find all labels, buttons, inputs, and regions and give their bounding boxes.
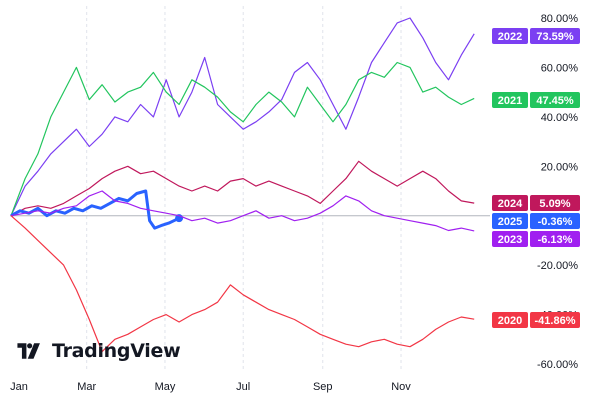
series-line-2022[interactable] bbox=[10, 17, 475, 216]
series-value-label-box bbox=[530, 312, 580, 328]
series-line-2025[interactable] bbox=[10, 189, 180, 230]
tradingview-logo-icon bbox=[17, 343, 40, 359]
series-name-label: 2020 bbox=[498, 315, 522, 327]
x-tick-label: Nov bbox=[391, 381, 411, 393]
y-tick-label: 40.00% bbox=[541, 112, 579, 124]
value-tag-2024: 2024 5.09% bbox=[492, 195, 580, 211]
series-name-label: 2023 bbox=[498, 234, 522, 246]
value-tag-2020: 2020 -41.86% bbox=[492, 312, 580, 328]
series-value-label: -6.13% bbox=[538, 234, 573, 246]
series-name-label-box bbox=[492, 231, 528, 247]
series-name-label-box bbox=[492, 312, 528, 328]
value-tag-2023: 2023 -6.13% bbox=[492, 231, 580, 247]
series-value-label-box bbox=[530, 213, 580, 229]
series-value-label: 73.59% bbox=[536, 31, 574, 43]
series-value-label-box bbox=[530, 92, 580, 108]
y-tick-label: -20.00% bbox=[537, 260, 578, 272]
series-lines bbox=[10, 17, 475, 353]
series-name-label: 2022 bbox=[498, 31, 522, 43]
series-name-label-box bbox=[492, 195, 528, 211]
x-tick-label: Jul bbox=[236, 381, 250, 393]
y-tick-label: 80.00% bbox=[541, 13, 579, 25]
series-name-label: 2025 bbox=[498, 216, 522, 228]
series-value-label-box bbox=[530, 195, 580, 211]
x-tick-label: Mar bbox=[77, 381, 96, 393]
y-tick-label: 20.00% bbox=[541, 161, 579, 173]
series-line-2024[interactable] bbox=[10, 160, 475, 217]
series-value-label: -0.36% bbox=[538, 216, 573, 228]
logo-text: TradingView bbox=[52, 340, 181, 362]
series-value-label: 47.45% bbox=[536, 95, 574, 107]
series-line-2023[interactable] bbox=[10, 190, 475, 232]
series-line-2020[interactable] bbox=[10, 215, 475, 353]
series-line-2021[interactable] bbox=[10, 61, 475, 216]
chart-grid bbox=[86, 6, 402, 372]
series-name-label-box bbox=[492, 213, 528, 229]
series-name-label-box bbox=[492, 92, 528, 108]
series-value-label: -41.86% bbox=[535, 315, 576, 327]
x-axis-ticks: Jan Mar May Jul Sep Nov bbox=[10, 381, 411, 393]
x-tick-label: Jan bbox=[10, 381, 28, 393]
value-tag-2025: 2025 -0.36% bbox=[492, 213, 580, 229]
y-tick-label: -60.00% bbox=[537, 359, 578, 371]
series-value-tags: 2022 73.59%2021 47.45%2024 5.09%2025 -0.36%2… bbox=[492, 28, 580, 328]
x-tick-label: Sep bbox=[313, 381, 333, 393]
series-name-label-box bbox=[492, 28, 528, 44]
series-value-label-box bbox=[530, 231, 580, 247]
series-value-label: 5.09% bbox=[539, 198, 570, 210]
value-tag-2022: 2022 73.59% bbox=[492, 28, 580, 44]
y-tick-label: 60.00% bbox=[541, 62, 579, 74]
series-name-label: 2024 bbox=[498, 198, 523, 210]
series-name-label: 2021 bbox=[498, 95, 522, 107]
series-value-label-box bbox=[530, 28, 580, 44]
x-tick-label: May bbox=[155, 381, 176, 393]
value-tag-2021: 2021 47.45% bbox=[492, 92, 580, 108]
tradingview-logo[interactable]: TradingView bbox=[12, 340, 181, 362]
